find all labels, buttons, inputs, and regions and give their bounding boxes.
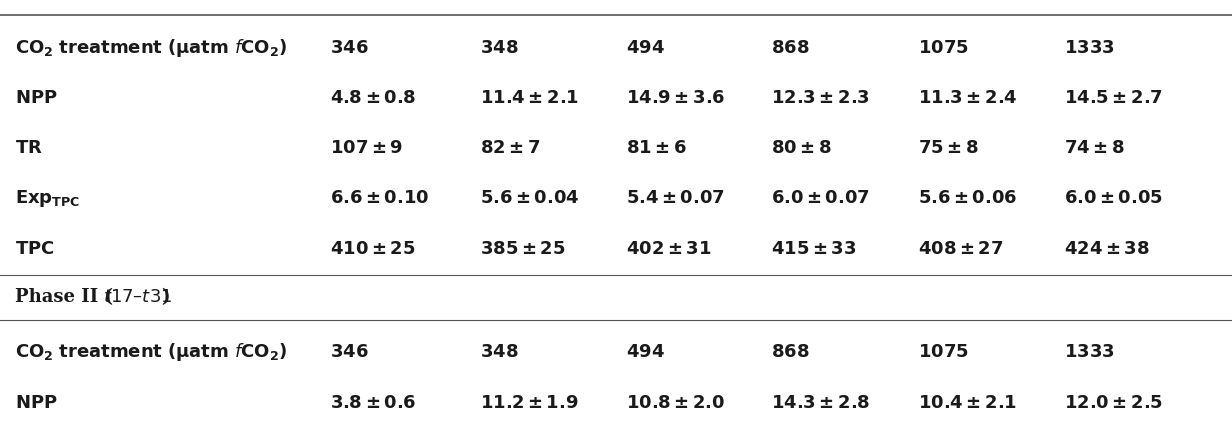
Text: $\mathbf{NPP}$: $\mathbf{NPP}$ [15, 394, 58, 412]
Text: $\mathbf{385 \pm  25}$: $\mathbf{385 \pm 25}$ [480, 240, 565, 258]
Text: $\mathbf{402 \pm  31}$: $\mathbf{402 \pm 31}$ [626, 240, 711, 258]
Text: $\mathbf{6.6 \pm  0.10}$: $\mathbf{6.6 \pm 0.10}$ [330, 190, 430, 208]
Text: $\mathbf{75 \pm  8}$: $\mathbf{75 \pm 8}$ [918, 139, 978, 158]
Text: $\mathbf{1075}$: $\mathbf{1075}$ [918, 344, 968, 362]
Text: $\mathbf{5.6 \pm  0.04}$: $\mathbf{5.6 \pm 0.04}$ [480, 190, 580, 208]
Text: $\mathbf{10.8 \pm  2.0}$: $\mathbf{10.8 \pm 2.0}$ [626, 394, 724, 412]
Text: $\mathbf{82 \pm  7}$: $\mathbf{82 \pm 7}$ [480, 139, 541, 158]
Text: $\mathbf{11.4 \pm  2.1}$: $\mathbf{11.4 \pm 2.1}$ [480, 89, 579, 107]
Text: $\mathbf{107 \pm  9}$: $\mathbf{107 \pm 9}$ [330, 139, 403, 158]
Text: $\mathbf{1333}$: $\mathbf{1333}$ [1064, 39, 1115, 57]
Text: $\mathbf{NPP}$: $\mathbf{NPP}$ [15, 89, 58, 107]
Text: $\mathbf{CO_2}$ $\mathbf{treatment\ (\mu atm\ }$$\mathit{f}$$\mathbf{CO_2)}$: $\mathbf{CO_2}$ $\mathbf{treatment\ (\mu… [15, 341, 287, 363]
Text: $\mathbf{868}$: $\mathbf{868}$ [771, 39, 809, 57]
Text: $\mathbf{TPC}$: $\mathbf{TPC}$ [15, 240, 54, 258]
Text: $\mathbf{81 \pm  6}$: $\mathbf{81 \pm 6}$ [626, 139, 686, 158]
Text: $\mathbf{11.3 \pm  2.4}$: $\mathbf{11.3 \pm 2.4}$ [918, 89, 1018, 107]
Text: $\mathbf{346}$: $\mathbf{346}$ [330, 344, 368, 362]
Text: $\mathbf{12.0 \pm  2.5}$: $\mathbf{12.0 \pm 2.5}$ [1064, 394, 1163, 412]
Text: $\mathbf{494}$: $\mathbf{494}$ [626, 39, 664, 57]
Text: $\mathbf{1333}$: $\mathbf{1333}$ [1064, 344, 1115, 362]
Text: $\mathbf{Exp_{TPC}}$: $\mathbf{Exp_{TPC}}$ [15, 188, 80, 209]
Text: $\mathbf{5.6 \pm  0.06}$: $\mathbf{5.6 \pm 0.06}$ [918, 190, 1018, 208]
Text: $\mathbf{6.0 \pm  0.05}$: $\mathbf{6.0 \pm 0.05}$ [1064, 190, 1163, 208]
Text: $\mathbf{11.2 \pm  1.9}$: $\mathbf{11.2 \pm 1.9}$ [480, 394, 579, 412]
Text: $\mathit{t17}$$\mathit{–t31}$: $\mathit{t17}$$\mathit{–t31}$ [103, 288, 172, 306]
Text: $\mathbf{80 \pm  8}$: $\mathbf{80 \pm 8}$ [771, 139, 832, 158]
Text: $\mathbf{5.4 \pm  0.07}$: $\mathbf{5.4 \pm 0.07}$ [626, 190, 724, 208]
Text: $\mathbf{424 \pm  38}$: $\mathbf{424 \pm 38}$ [1064, 240, 1151, 258]
Text: $\mathbf{408 \pm  27}$: $\mathbf{408 \pm 27}$ [918, 240, 1003, 258]
Text: $\mathbf{12.3 \pm  2.3}$: $\mathbf{12.3 \pm 2.3}$ [771, 89, 870, 107]
Text: $\mathbf{1075}$: $\mathbf{1075}$ [918, 39, 968, 57]
Text: $\mathbf{10.4 \pm  2.1}$: $\mathbf{10.4 \pm 2.1}$ [918, 394, 1016, 412]
Text: $\mathbf{CO_2}$ $\mathbf{treatment\ (\mu atm\ }$$\mathit{f}$$\mathbf{CO_2)}$: $\mathbf{CO_2}$ $\mathbf{treatment\ (\mu… [15, 37, 287, 59]
Text: $\mathbf{14.3 \pm  2.8}$: $\mathbf{14.3 \pm 2.8}$ [771, 394, 870, 412]
Text: $\mathbf{868}$: $\mathbf{868}$ [771, 344, 809, 362]
Text: $\mathbf{348}$: $\mathbf{348}$ [480, 39, 519, 57]
Text: $\mathbf{346}$: $\mathbf{346}$ [330, 39, 368, 57]
Text: $\mathbf{415 \pm  33}$: $\mathbf{415 \pm 33}$ [771, 240, 856, 258]
Text: $\mathbf{74 \pm  8}$: $\mathbf{74 \pm 8}$ [1064, 139, 1125, 158]
Text: $\mathbf{410 \pm  25}$: $\mathbf{410 \pm 25}$ [330, 240, 415, 258]
Text: $\mathbf{348}$: $\mathbf{348}$ [480, 344, 519, 362]
Text: $\mathbf{TR}$: $\mathbf{TR}$ [15, 139, 42, 158]
Text: Phase II (: Phase II ( [15, 288, 113, 306]
Text: $\mathbf{14.5 \pm  2.7}$: $\mathbf{14.5 \pm 2.7}$ [1064, 89, 1163, 107]
Text: $\mathbf{4.8 \pm  0.8}$: $\mathbf{4.8 \pm 0.8}$ [330, 89, 416, 107]
Text: ): ) [161, 288, 170, 306]
Text: $\mathbf{3.8 \pm  0.6}$: $\mathbf{3.8 \pm 0.6}$ [330, 394, 416, 412]
Text: $\mathbf{6.0 \pm  0.07}$: $\mathbf{6.0 \pm 0.07}$ [771, 190, 870, 208]
Text: $\mathbf{14.9 \pm  3.6}$: $\mathbf{14.9 \pm 3.6}$ [626, 89, 726, 107]
Text: $\mathbf{494}$: $\mathbf{494}$ [626, 344, 664, 362]
